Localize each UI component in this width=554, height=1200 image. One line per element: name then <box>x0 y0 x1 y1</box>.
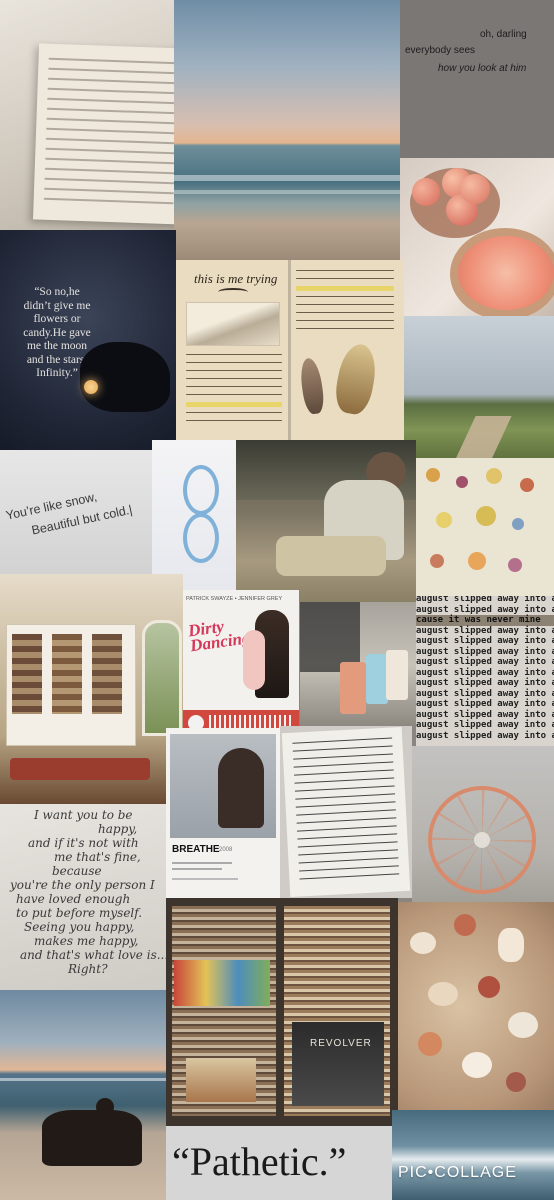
lyric-line: august slipped away into a moment in tim… <box>416 646 554 657</box>
moon-quote-card: “So no,he didn’t give me flowers or cand… <box>0 230 176 450</box>
album-cover <box>174 960 270 1006</box>
note-line: me that's fine, <box>54 850 141 864</box>
note-line: Right? <box>68 962 108 976</box>
photo-couple-on-beach <box>0 990 166 1200</box>
botanical-chart <box>416 458 554 596</box>
lyric-line: august slipped away into a moment in tim… <box>416 720 554 730</box>
seashell-illustration <box>332 341 380 417</box>
moon-icon <box>84 380 98 394</box>
photo-seashells <box>398 902 554 1110</box>
quote-line: didn’t give me <box>23 299 91 312</box>
photo-sunset-beach <box>174 0 400 260</box>
ornament-icon <box>218 288 248 296</box>
spotify-icon <box>188 715 204 731</box>
photo-ferris-wheel <box>412 746 554 902</box>
pic-collage-watermark: PIC•COLLAGE <box>398 1164 517 1181</box>
note-line: and if it's not with <box>28 836 139 850</box>
note-line: because <box>52 864 102 878</box>
lyric-line: everybody sees <box>405 45 476 56</box>
lyric-line: august slipped away into a moment in tim… <box>416 667 554 678</box>
snow-quote-card: You’re like snow, Beautiful but cold.| <box>0 450 152 574</box>
note-line: have loved enough <box>16 892 131 906</box>
note-line: happy, <box>98 822 138 836</box>
photo-record-crates: REVOLVER <box>166 898 398 1126</box>
lyric-line: august slipped away into a moment in tim… <box>416 699 554 709</box>
lyric-line: oh, darling <box>480 29 527 40</box>
photo-library-room <box>0 574 183 804</box>
quote-line: candy.He gave <box>23 326 91 339</box>
lyric-line: august slipped away into a moment in tim… <box>416 604 554 615</box>
photo-ocean-waves: PIC•COLLAGE <box>392 1110 554 1200</box>
infinity-charm <box>152 440 236 590</box>
quote-line: Infinity.” <box>36 367 78 379</box>
lyric-line: august slipped away into a moment in tim… <box>416 678 554 688</box>
photo-country-path <box>404 316 554 458</box>
photo-open-book-on-sheets <box>0 0 174 230</box>
dirty-dancing-poster: PATRICK SWAYZE • JENNIFER GREY Dirty Dan… <box>183 590 299 710</box>
quote-line: and the stars. <box>26 353 88 366</box>
handwritten-note: I want you to be happy, and if it's not … <box>0 804 166 990</box>
seashell-illustration <box>298 356 326 416</box>
infinity-icon <box>183 465 219 515</box>
note-line: and that's what love is... <box>20 948 166 962</box>
august-lyrics-card: august slipped away into a moment in tim… <box>416 596 554 746</box>
record-sleeve: REVOLVER <box>292 1022 384 1106</box>
pathetic-text: “Pathetic.” <box>172 1139 347 1184</box>
note-line: you're the only person I <box>10 878 155 892</box>
breathe-song-card: BREATHE 2008 <box>166 728 280 898</box>
photo-coffee-machine <box>300 602 416 728</box>
poster-title: Dirty Dancing <box>186 616 252 656</box>
quote-line: me the moon <box>26 340 88 352</box>
song-title: BREATHE <box>172 844 220 855</box>
moon-silhouette <box>80 342 170 412</box>
note-line: I want you to be <box>34 808 133 822</box>
poster-actors: PATRICK SWAYZE • JENNIFER GREY <box>186 596 283 602</box>
lyric-line: august slipped away into a moment in tim… <box>416 596 554 604</box>
note-line: Seeing you happy, <box>24 920 135 934</box>
photo-subway-couple <box>236 440 416 602</box>
note-line: makes me happy, <box>34 934 139 948</box>
pathetic-caption-card: “Pathetic.” <box>166 1126 392 1200</box>
album-cover <box>186 1058 256 1102</box>
song-year: 2008 <box>219 847 233 853</box>
lyric-line: august slipped away into a moment in tim… <box>416 657 554 667</box>
lyric-line: how you look at him <box>438 63 527 74</box>
lyric-line: august slipped away into a moment in tim… <box>416 709 554 720</box>
spotify-code-bars <box>209 715 293 731</box>
lyric-card-oh-darling: oh, darling everybody sees how you look … <box>400 0 554 158</box>
note-line: to put before myself. <box>16 906 143 920</box>
book-this-is-me-trying: this is me trying <box>176 260 404 440</box>
photo-peaches-bowl <box>400 158 554 316</box>
album-photo <box>170 734 276 838</box>
couple-silhouette <box>42 1110 142 1166</box>
lyric-line: august slipped away into a moment in tim… <box>416 688 554 699</box>
mountain-illustration <box>186 302 280 346</box>
record-label-text: REVOLVER <box>310 1038 372 1049</box>
lyric-line: august slipped away into a moment in tim… <box>416 730 554 741</box>
quote-line: “So no,he <box>34 286 80 298</box>
book-title: this is me trying <box>194 271 278 286</box>
photo-book-page <box>280 726 412 898</box>
quote-line: flowers or <box>33 313 81 325</box>
lyric-line-highlight: cause it was never mine <box>416 615 554 626</box>
lyric-line: august slipped away into a moment in tim… <box>416 625 554 636</box>
lyric-line: august slipped away into a moment in tim… <box>416 636 554 646</box>
